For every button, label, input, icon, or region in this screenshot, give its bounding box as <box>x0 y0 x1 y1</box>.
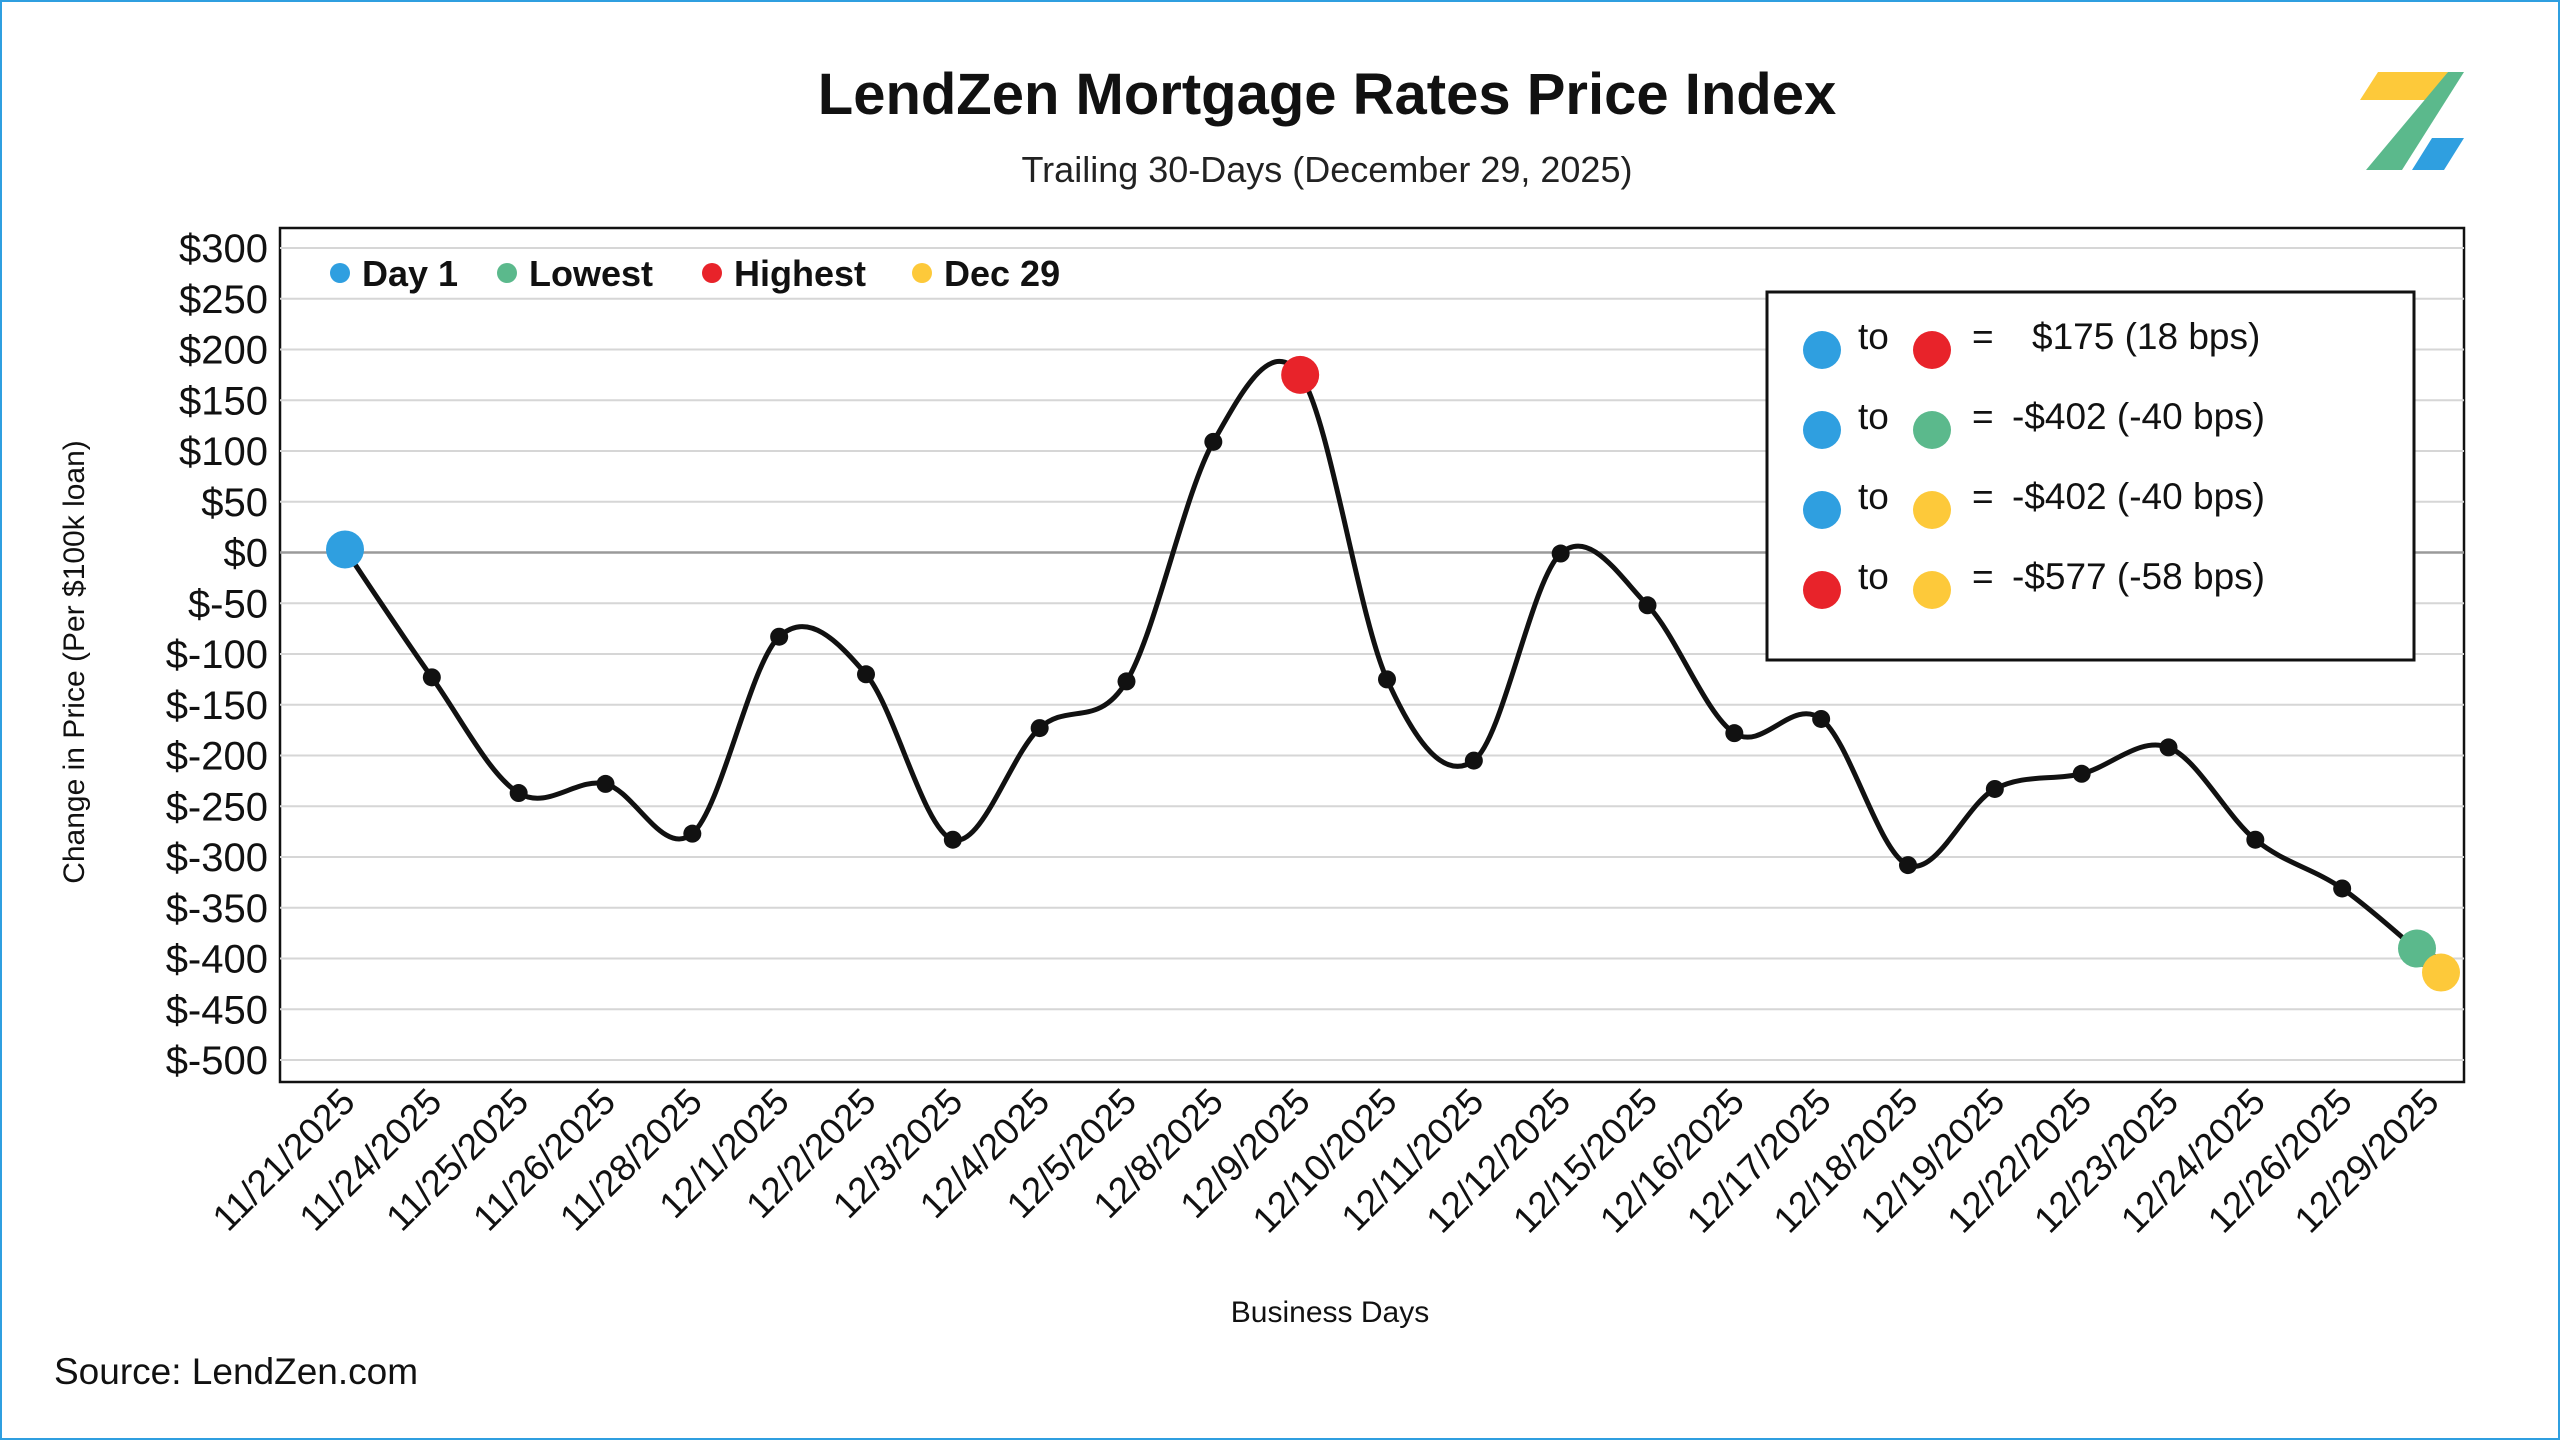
summary-joiner: to <box>1858 476 1889 517</box>
x-axis-ticks: 11/21/202511/24/202511/25/202511/26/2025… <box>205 1081 2447 1241</box>
data-point <box>1117 672 1136 691</box>
y-tick-label: $-50 <box>188 582 268 626</box>
legend-swatch <box>912 263 932 283</box>
y-tick-label: $-100 <box>166 633 268 677</box>
chart-subtitle: Trailing 30-Days (December 29, 2025) <box>1022 149 1633 190</box>
y-tick-label: $-300 <box>166 836 268 880</box>
data-point <box>943 830 962 849</box>
summary-value: -$402 (-40 bps) <box>2012 476 2265 517</box>
source-note: Source: LendZen.com <box>54 1351 418 1392</box>
data-point <box>683 824 702 843</box>
y-tick-label: $-350 <box>166 887 268 931</box>
y-tick-label: $-150 <box>166 684 268 728</box>
summary-to-dot <box>1913 331 1951 369</box>
y-tick-label: $100 <box>179 430 268 474</box>
y-axis-ticks: $300 $250 $200 $150 $100 $50 $0 $-50 $-100 $-150 $… <box>166 227 268 1083</box>
data-point <box>1985 779 2004 798</box>
summary-equals: = <box>1972 476 1994 517</box>
y-axis-label: Change in Price (Per $100k loan) <box>58 440 91 884</box>
summary-joiner: to <box>1858 316 1889 357</box>
summary-value: $175 (18 bps) <box>2032 316 2260 357</box>
data-point <box>2072 764 2091 783</box>
data-point <box>1725 724 1744 743</box>
summary-equals: = <box>1972 556 1994 597</box>
data-point <box>1464 751 1483 770</box>
data-point <box>1551 544 1570 563</box>
summary-to-dot <box>1913 491 1951 529</box>
data-point <box>422 668 441 687</box>
summary-equals: = <box>1972 316 1994 357</box>
legend: Day 1 Lowest Highest Dec 29 <box>330 253 1060 294</box>
y-tick-label: $0 <box>224 532 269 576</box>
legend-label: Highest <box>734 253 866 294</box>
legend-label: Day 1 <box>362 253 458 294</box>
summary-joiner: to <box>1858 556 1889 597</box>
data-point <box>596 774 615 793</box>
legend-swatch <box>330 263 350 283</box>
summary-to-dot <box>1913 571 1951 609</box>
legend-swatch <box>702 263 722 283</box>
y-tick-label: $300 <box>179 227 268 271</box>
data-point <box>1812 709 1831 728</box>
legend-label: Lowest <box>529 253 653 294</box>
summary-joiner: to <box>1858 396 1889 437</box>
highlight-marker-lowest <box>2398 929 2436 968</box>
legend-swatch <box>497 263 517 283</box>
series-line <box>342 359 2432 964</box>
highlight-marker-day-1 <box>326 530 364 569</box>
highlight-markers <box>326 355 2460 992</box>
data-point <box>770 627 789 646</box>
y-tick-label: $50 <box>201 481 268 525</box>
summary-box <box>1765 290 2416 662</box>
highlight-marker-dec-29 <box>2422 953 2460 992</box>
highlight-marker-highest <box>1281 355 1320 394</box>
y-tick-label: $-450 <box>166 988 268 1032</box>
summary-value: -$402 (-40 bps) <box>2012 396 2265 437</box>
data-point <box>2159 738 2178 757</box>
summary-from-dot <box>1803 411 1841 449</box>
y-tick-label: $250 <box>179 278 268 322</box>
data-point <box>2246 830 2265 849</box>
summary-from-dot <box>1803 331 1841 369</box>
summary-to-dot <box>1913 411 1951 449</box>
lendzen-z-logo-icon <box>2360 72 2464 170</box>
y-tick-label: $150 <box>179 379 268 423</box>
y-tick-label: $-400 <box>166 938 268 982</box>
data-point <box>857 665 875 684</box>
legend-label: Dec 29 <box>944 253 1060 294</box>
chart-title: LendZen Mortgage Rates Price Index <box>818 62 1836 127</box>
data-point <box>1899 856 1917 875</box>
y-tick-label: $200 <box>179 329 268 373</box>
summary-from-dot <box>1803 491 1841 529</box>
x-axis-label: Business Days <box>1231 1296 1429 1329</box>
summary-from-dot <box>1803 571 1841 609</box>
y-tick-label: $-500 <box>166 1039 268 1083</box>
data-point <box>1638 596 1657 615</box>
y-tick-label: $-250 <box>166 785 268 829</box>
summary-rows: to = $175 (18 bps) to = -$402 (-40 bps) to = -$4… <box>1803 316 2265 609</box>
data-point <box>509 784 528 803</box>
data-point <box>1378 670 1396 689</box>
summary-value: -$577 (-58 bps) <box>2012 556 2265 597</box>
summary-equals: = <box>1972 396 1994 437</box>
y-tick-label: $-200 <box>166 735 268 779</box>
data-point <box>1204 432 1223 451</box>
data-point <box>2333 879 2352 898</box>
data-point <box>1030 719 1049 738</box>
